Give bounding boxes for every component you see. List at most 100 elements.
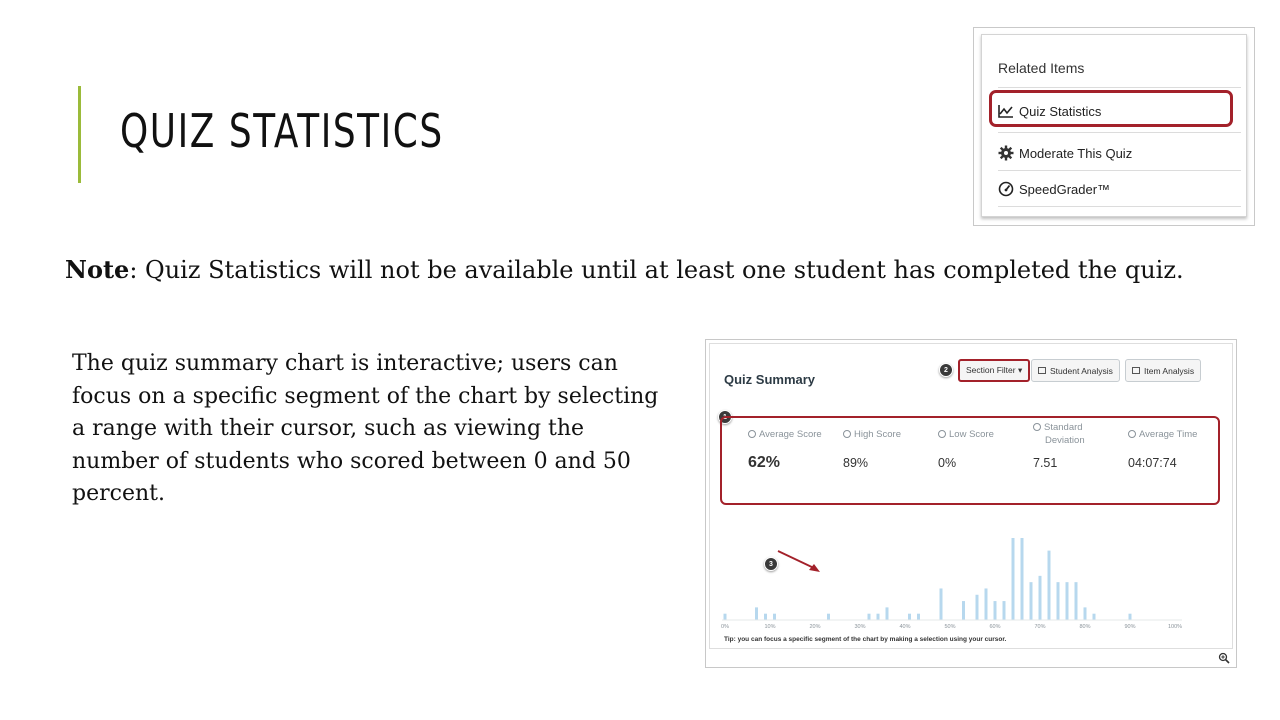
speedometer-icon [998,181,1014,197]
stat-icon [843,430,851,438]
x-tick-label: 30% [854,624,865,630]
slide-title: QUIZ STATISTICS [120,104,444,158]
title-accent-bar [78,86,81,183]
section-filter-button[interactable]: Section Filter ▾ [958,359,1031,382]
image-icon [1038,367,1046,374]
histogram-bar[interactable] [1092,613,1096,620]
x-tick-label: 40% [899,624,910,630]
quiz-summary-title: Quiz Summary [724,372,816,387]
related-item-label: SpeedGrader™ [1019,181,1111,197]
related-item-label: Quiz Statistics [1019,103,1102,119]
stat-value-standard-deviation: 7.51 [1033,456,1058,470]
button-label: Section Filter ▾ [966,365,1023,375]
histogram-bar[interactable] [1074,582,1078,620]
stat-value-average-time: 04:07:74 [1128,456,1177,470]
histogram-bar[interactable] [723,613,727,620]
stat-label-text: Standard [1044,422,1083,433]
chart-tip: Tip: you can focus a specific segment of… [724,636,1007,643]
histogram-bar[interactable] [1011,538,1015,620]
button-label: Student Analysis [1050,365,1113,376]
histogram-bar[interactable] [764,613,767,620]
histogram-bar[interactable] [1029,582,1033,620]
related-item-speedgrader[interactable]: SpeedGrader™ [998,177,1110,201]
line-chart-icon [998,105,1013,118]
stat-value-high-score: 89% [843,456,869,470]
stat-label-high-score: High Score [843,429,901,440]
stat-label-text: Deviation [1045,435,1085,446]
histogram-bar[interactable] [867,613,871,620]
histogram-bar[interactable] [755,607,758,620]
divider [998,206,1241,207]
item-analysis-button[interactable]: Item Analysis [1125,359,1202,382]
stat-label-text: Average Time [1139,429,1198,440]
related-item-label: Moderate This Quiz [1019,145,1133,161]
stat-icon [938,430,946,438]
histogram-bar[interactable] [1065,582,1069,620]
histogram-bar[interactable] [1020,538,1024,620]
x-tick-label: 60% [989,624,1000,630]
histogram-bar[interactable] [908,613,911,620]
histogram-bar[interactable] [1056,582,1060,620]
stat-icon [748,430,756,438]
stat-label-average-score: Average Score [748,429,822,440]
divider [998,87,1241,88]
stat-label-text: Average Score [759,429,822,440]
x-tick-label: 90% [1124,624,1135,630]
gear-icon [998,145,1014,161]
related-items-screenshot: Related Items Quiz Statistics [973,27,1255,226]
x-tick-label: 80% [1079,624,1090,630]
histogram-bar[interactable] [1038,575,1042,620]
quiz-summary-panel: Quiz Summary 2 Section Filter ▾ Student … [709,343,1233,649]
quiz-statistics-highlight [989,90,1233,127]
stat-icon [1128,430,1136,438]
badge-3: 3 [764,557,778,571]
related-items-panel: Related Items Quiz Statistics [981,34,1247,217]
histogram-bar[interactable] [827,613,830,620]
note-paragraph: Note: Quiz Statistics will not be availa… [65,254,1215,286]
quiz-summary-screenshot: Quiz Summary 2 Section Filter ▾ Student … [705,339,1237,668]
histogram-bar[interactable] [962,601,965,620]
annotation-arrow [777,550,820,572]
score-distribution-chart[interactable]: 0% 10% 20% 30% 40% 50% 60% 70% 80% 90% 100% [710,524,1234,644]
description-paragraph: The quiz summary chart is interactive; u… [72,351,659,506]
x-tick-label: 100% [1168,624,1182,630]
stats-highlight-box [720,416,1220,505]
histogram-bar[interactable] [1128,613,1132,620]
histogram-bar[interactable] [1002,601,1006,620]
histogram-bar[interactable] [939,588,943,620]
histogram-bar[interactable] [876,613,880,620]
stat-icon [1033,423,1041,431]
stat-value-low-score: 0% [938,456,957,470]
related-item-quiz-statistics[interactable]: Quiz Statistics [998,99,1101,123]
histogram-bar[interactable] [885,607,889,620]
x-tick-label: 0% [721,624,729,630]
button-label: Item Analysis [1144,365,1195,376]
stat-label-text: High Score [854,429,901,440]
x-tick-label: 10% [764,624,775,630]
histogram-bar[interactable] [1083,607,1087,620]
histogram-bar[interactable] [773,613,776,620]
badge-2: 2 [939,363,953,377]
zoom-icon[interactable] [1218,652,1230,664]
stat-label-text: Low Score [949,429,994,440]
divider [998,132,1241,133]
note-text: : Quiz Statistics will not be available … [129,256,1184,284]
stat-value-average-score: 62% [748,454,781,471]
note-label: Note [65,255,130,284]
divider [998,170,1241,171]
stat-label-standard-deviation: Standard Deviation [1033,421,1085,447]
related-items-heading: Related Items [998,60,1085,76]
x-tick-label: 50% [944,624,955,630]
x-tick-label: 70% [1034,624,1045,630]
stat-label-low-score: Low Score [938,429,994,440]
stat-label-average-time: Average Time [1128,429,1197,440]
histogram-bar[interactable] [984,588,988,620]
student-analysis-button[interactable]: Student Analysis [1031,359,1120,382]
histogram-bar[interactable] [917,613,920,620]
related-item-moderate-quiz[interactable]: Moderate This Quiz [998,141,1132,165]
histogram-bar[interactable] [993,601,997,620]
histogram-bar[interactable] [1047,550,1051,620]
image-icon [1132,367,1140,374]
histogram-bar[interactable] [975,594,979,620]
x-tick-label: 20% [809,624,820,630]
